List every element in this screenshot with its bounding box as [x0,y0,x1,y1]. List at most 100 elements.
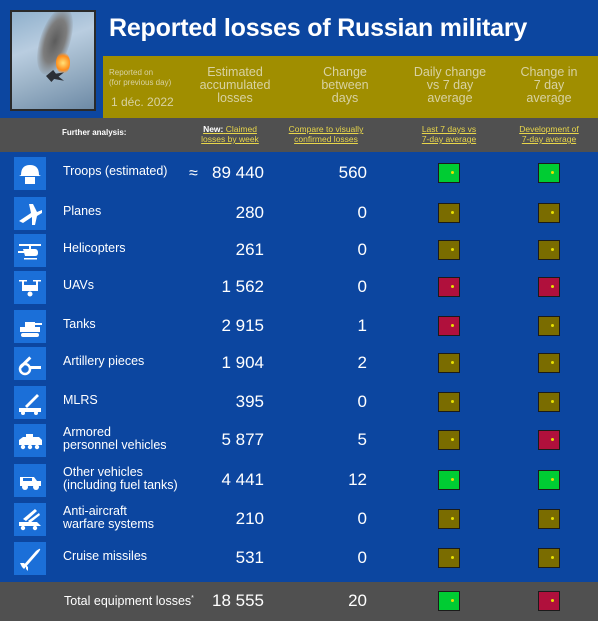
indicator-dot [451,324,454,327]
daily-indicator[interactable] [438,203,460,223]
row-value: 4 441 [221,470,264,489]
daily-indicator[interactable] [438,240,460,260]
row-change: 2 [357,353,367,372]
row-change: 0 [357,509,367,528]
table-row: Other vehicles (including fuel tanks) 4 44… [0,460,598,500]
page-title: Reported losses of Russian military [109,14,528,42]
indicator-dot [551,556,554,559]
total-daily-indicator[interactable] [438,591,460,611]
header: Reported losses of Russian military Repo… [0,0,598,118]
indicator-dot [451,400,454,403]
artillery-icon [14,347,46,380]
seven-day-indicator[interactable] [538,470,560,490]
compare-confirmed-link[interactable]: Compare to visually confirmed losses [288,124,364,144]
seven-day-indicator[interactable] [538,509,560,529]
total-change: 20 [348,591,367,610]
indicator-dot [551,517,554,520]
daily-indicator[interactable] [438,316,460,336]
analysis-bar: Further analysis: New: Claimed losses by… [0,118,598,152]
indicator-dot [451,517,454,520]
col-header-daily: Daily change vs 7 day average [413,65,487,105]
indicator-dot [551,211,554,214]
row-label: Planes [63,204,102,218]
row-value: 89 440 [212,163,264,182]
row-label: Troops (estimated) [63,164,168,178]
approx-sign: ≈ [189,165,198,182]
drone-icon [14,271,46,304]
seven-day-indicator[interactable] [538,203,560,223]
row-value: 261 [235,240,264,259]
seven-day-indicator[interactable] [538,548,560,568]
header-photo [10,10,96,111]
row-label: Tanks [63,317,96,331]
indicator-dot [551,248,554,251]
row-value: 210 [235,509,264,528]
table-row: Troops (estimated) ≈89 440 560 [0,153,598,193]
jet-plane-icon [14,197,46,230]
row-change: 0 [357,203,367,222]
row-label: MLRS [63,393,98,407]
daily-indicator[interactable] [438,548,460,568]
reported-on-label: Reported on (for previous day) [109,68,172,87]
seven-day-indicator[interactable] [538,163,560,183]
col-header-7day: Change in 7 day average [520,65,578,105]
row-label: UAVs [63,278,95,292]
table-row: Artillery pieces 1 904 2 [0,343,598,383]
seven-day-indicator[interactable] [538,277,560,297]
smoke-trail [29,12,81,79]
table-row: MLRS 395 0 [0,382,598,422]
indicator-dot [451,556,454,559]
indicator-dot [451,361,454,364]
jeep-icon [14,464,46,497]
indicator-dot [451,248,454,251]
row-change: 0 [357,548,367,567]
indicator-dot [451,478,454,481]
indicator-dot [551,324,554,327]
row-label: Artillery pieces [63,354,145,368]
seven-day-indicator[interactable] [538,316,560,336]
rocket-launcher-icon [14,386,46,419]
total-7day-indicator[interactable] [538,591,560,611]
indicator-dot [551,171,554,174]
table-row: Armored personnel vehicles 5 877 5 [0,420,598,460]
row-label: Cruise missiles [63,549,148,563]
reported-date: 1 déc. 2022 [111,95,174,109]
claimed-losses-link[interactable]: New: Claimed losses by week [201,124,259,144]
indicator-dot [551,285,554,288]
armored-vehicle-icon [14,424,46,457]
indicator-dot [551,361,554,364]
table-row: Anti-aircraft warfare systems 210 0 [0,499,598,539]
seven-day-indicator[interactable] [538,353,560,373]
helicopter-icon [14,234,46,267]
row-change: 0 [357,277,367,296]
tank-icon [14,310,46,343]
row-label: Anti-aircraft warfare systems [63,504,154,531]
row-value: 395 [235,392,264,411]
seven-day-indicator[interactable] [538,240,560,260]
row-change: 5 [357,430,367,449]
daily-indicator[interactable] [438,392,460,412]
last-7-days-link[interactable]: Last 7 days vs 7-day average [421,124,477,144]
seven-day-indicator[interactable] [538,430,560,450]
daily-indicator[interactable] [438,163,460,183]
daily-indicator[interactable] [438,430,460,450]
table-row: UAVs 1 562 0 [0,267,598,307]
daily-indicator[interactable] [438,470,460,490]
row-value: 1 562 [221,277,264,296]
row-change: 0 [357,392,367,411]
indicator-dot [551,599,554,602]
row-change: 1 [357,316,367,335]
daily-indicator[interactable] [438,353,460,373]
fire-burst [56,52,70,74]
daily-indicator[interactable] [438,277,460,297]
row-change: 560 [338,163,367,182]
daily-indicator[interactable] [438,509,460,529]
total-value: 18 555 [212,591,264,610]
table-row: Tanks 2 915 1 [0,306,598,346]
table-row: Helicopters 261 0 [0,230,598,270]
indicator-dot [551,400,554,403]
indicator-dot [451,599,454,602]
development-7day-link[interactable]: Development of 7-day average [519,124,579,144]
anti-aircraft-icon [14,503,46,536]
seven-day-indicator[interactable] [538,392,560,412]
